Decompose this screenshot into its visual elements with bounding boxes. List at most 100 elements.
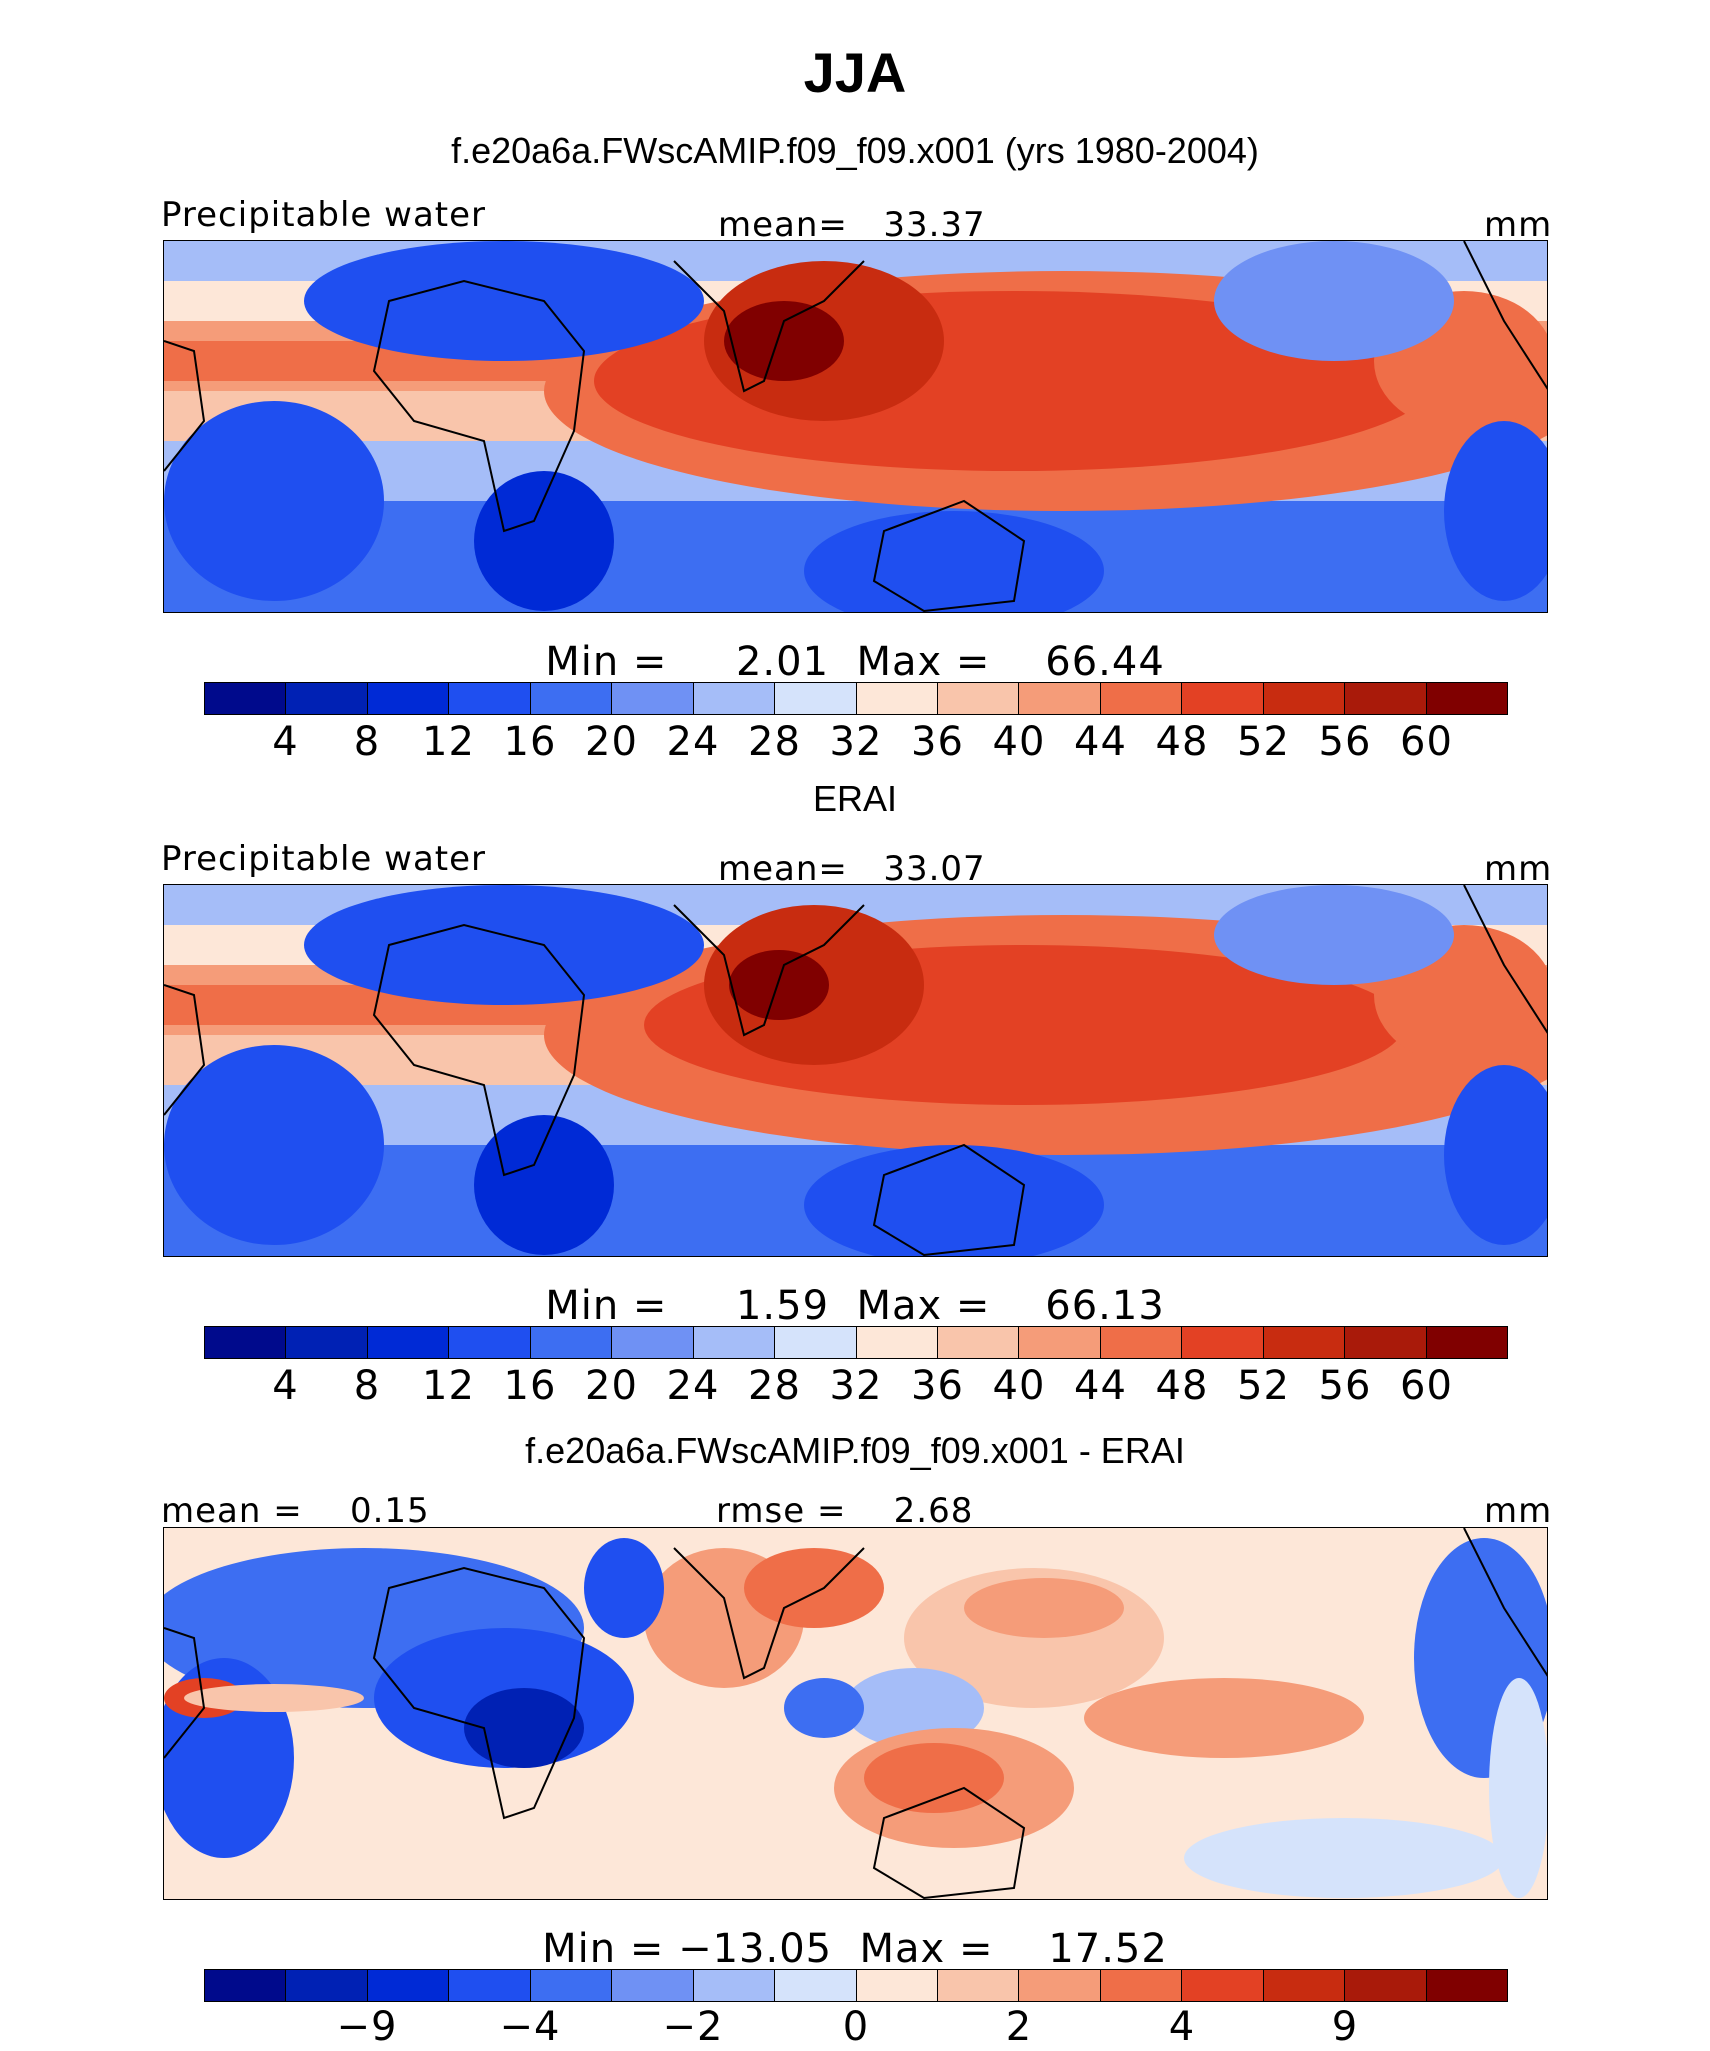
- colorbar-tick-label: 36: [911, 1363, 964, 1409]
- colorbar-swatch: [205, 683, 287, 714]
- panel-2-variable-label: Precipitable water: [161, 839, 487, 879]
- colorbar-tick-label: −4: [499, 2004, 561, 2050]
- colorbar-swatch: [937, 683, 1020, 714]
- colorbar-tick-label: 28: [748, 1363, 801, 1409]
- colorbar-tick-label: 32: [829, 719, 883, 765]
- colorbar-swatch: [693, 1327, 776, 1358]
- colorbar-swatch: [612, 683, 694, 714]
- panel-2-min-max: Min = 1.59 Max = 66.13: [545, 1283, 1165, 1329]
- panel-1-mean-label: mean= 33.37: [718, 205, 986, 245]
- colorbar-swatch: [1263, 1970, 1346, 2001]
- colorbar-swatch: [1426, 1327, 1507, 1358]
- panel-3-colorbar: [204, 1969, 1508, 2002]
- panel-3-title: f.e20a6a.FWscAMIP.f09_f09.x001 - ERAI: [525, 1430, 1185, 1471]
- colorbar-swatch: [1100, 683, 1183, 714]
- colorbar-swatch: [286, 683, 368, 714]
- colorbar-tick-label: 40: [992, 1363, 1046, 1409]
- colorbar-tick-label: 12: [422, 1363, 475, 1409]
- colorbar-swatch: [1263, 683, 1346, 714]
- colorbar-swatch: [1182, 683, 1264, 714]
- colorbar-swatch: [937, 1970, 1020, 2001]
- colorbar-swatch: [1019, 683, 1101, 714]
- colorbar-swatch: [775, 1970, 857, 2001]
- colorbar-swatch: [530, 683, 613, 714]
- colorbar-tick-label: 28: [748, 719, 801, 765]
- colorbar-swatch: [612, 1327, 694, 1358]
- panel-3-colorbar-ticks: −9 −4 −2 0 2 4 9: [204, 2007, 1508, 2051]
- panel-2-units-label: mm: [1484, 849, 1553, 889]
- colorbar-tick-label: 12: [422, 719, 475, 765]
- panel-2-colorbar-ticks: 4 8 12 16 20 24 28 32 36 40 44 48 52 56 60: [204, 1366, 1508, 1410]
- colorbar-swatch: [1100, 1970, 1183, 2001]
- colorbar-swatch: [1345, 683, 1427, 714]
- colorbar-tick-label: 0: [842, 2004, 870, 2050]
- colorbar-swatch: [286, 1327, 368, 1358]
- figure-title: JJA: [803, 41, 907, 104]
- panel-1-colorbar: [204, 682, 1508, 715]
- colorbar-swatch: [693, 683, 776, 714]
- colorbar-swatch: [367, 683, 450, 714]
- colorbar-swatch: [775, 1327, 857, 1358]
- panel-1-units-label: mm: [1484, 205, 1553, 245]
- colorbar-swatch: [530, 1327, 613, 1358]
- colorbar-tick-label: 4: [272, 1363, 299, 1409]
- colorbar-swatch: [1426, 1970, 1507, 2001]
- colorbar-swatch: [449, 1970, 531, 2001]
- colorbar-tick-label: −9: [336, 2004, 398, 2050]
- colorbar-tick-label: 24: [666, 1363, 720, 1409]
- colorbar-tick-label: 48: [1155, 719, 1209, 765]
- panel-1-min-max: Min = 2.01 Max = 66.44: [545, 639, 1165, 685]
- colorbar-tick-label: 4: [1168, 2004, 1196, 2050]
- colorbar-swatch: [775, 683, 857, 714]
- colorbar-tick-label: 60: [1400, 1363, 1453, 1409]
- colorbar-tick-label: 16: [503, 719, 557, 765]
- colorbar-swatch: [367, 1970, 450, 2001]
- panel-1-title: f.e20a6a.FWscAMIP.f09_f09.x001 (yrs 1980…: [451, 130, 1259, 171]
- colorbar-swatch: [1345, 1327, 1427, 1358]
- panel-3-min-max: Min = −13.05 Max = 17.52: [542, 1926, 1168, 1972]
- colorbar-tick-label: 60: [1400, 719, 1453, 765]
- colorbar-swatch: [1100, 1327, 1183, 1358]
- panel-3-rmse-label: rmse = 2.68: [716, 1491, 974, 1531]
- colorbar-tick-label: 16: [503, 1363, 557, 1409]
- panel-2-map: [163, 884, 1548, 1257]
- colorbar-tick-label: 44: [1074, 719, 1127, 765]
- colorbar-tick-label: 20: [585, 1363, 638, 1409]
- panel-3-map: [163, 1527, 1548, 1900]
- panel-1-variable-label: Precipitable water: [161, 195, 487, 235]
- panel-3-mean-label: mean = 0.15: [161, 1491, 430, 1531]
- colorbar-tick-label: 36: [911, 719, 964, 765]
- colorbar-swatch: [1345, 1970, 1427, 2001]
- colorbar-tick-label: 44: [1074, 1363, 1127, 1409]
- colorbar-tick-label: 52: [1237, 1363, 1290, 1409]
- panel-2-mean-label: mean= 33.07: [718, 849, 986, 889]
- panel-3-units-label: mm: [1484, 1491, 1553, 1531]
- colorbar-swatch: [1426, 683, 1507, 714]
- colorbar-swatch: [449, 1327, 531, 1358]
- panel-1-colorbar-ticks: 4 8 12 16 20 24 28 32 36 40 44 48 52 56 60: [204, 722, 1508, 766]
- colorbar-swatch: [856, 1327, 938, 1358]
- colorbar-tick-label: 48: [1155, 1363, 1209, 1409]
- colorbar-tick-label: −2: [662, 2004, 724, 2050]
- colorbar-swatch: [612, 1970, 694, 2001]
- colorbar-swatch: [1182, 1970, 1264, 2001]
- colorbar-swatch: [286, 1970, 368, 2001]
- colorbar-tick-label: 8: [353, 1363, 381, 1409]
- colorbar-tick-label: 8: [353, 719, 381, 765]
- colorbar-swatch: [693, 1970, 776, 2001]
- colorbar-swatch: [205, 1970, 287, 2001]
- colorbar-swatch: [937, 1327, 1020, 1358]
- colorbar-tick-label: 20: [585, 719, 638, 765]
- colorbar-swatch: [530, 1970, 613, 2001]
- colorbar-swatch: [856, 683, 938, 714]
- colorbar-swatch: [367, 1327, 450, 1358]
- panel-1-map: [163, 240, 1548, 613]
- colorbar-tick-label: 52: [1237, 719, 1290, 765]
- colorbar-tick-label: 56: [1318, 719, 1372, 765]
- panel-2-colorbar: [204, 1326, 1508, 1359]
- colorbar-tick-label: 32: [829, 1363, 883, 1409]
- colorbar-swatch: [1019, 1327, 1101, 1358]
- colorbar-swatch: [449, 683, 531, 714]
- colorbar-tick-label: 2: [1005, 2004, 1033, 2050]
- colorbar-swatch: [1019, 1970, 1101, 2001]
